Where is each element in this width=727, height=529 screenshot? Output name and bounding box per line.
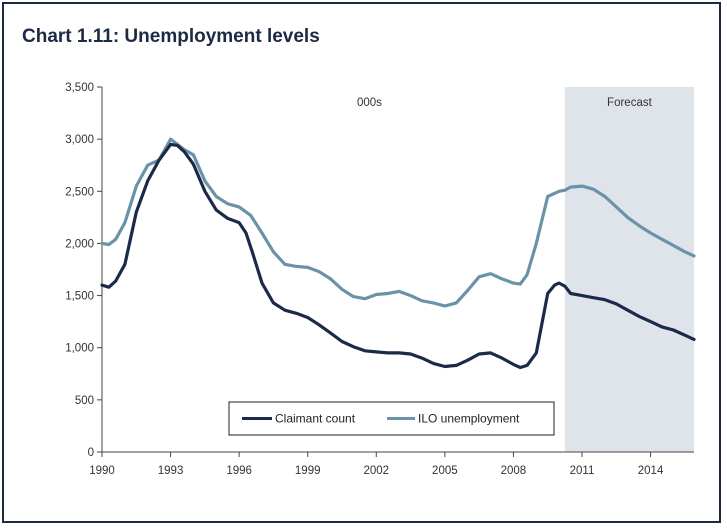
x-tick-label: 2008: [501, 465, 527, 477]
y-tick-label: 1,000: [65, 343, 94, 355]
series-lines: [100, 137, 696, 370]
y-tick-label: 1,500: [65, 291, 94, 303]
x-tick-label: 2005: [432, 465, 458, 477]
series-line-claimant: [100, 142, 696, 370]
forecast-region: [564, 87, 694, 452]
legend-label-ilo: ILO unemployment: [418, 412, 520, 426]
x-tick-label: 2002: [363, 465, 389, 477]
x-tick-label: 2011: [570, 465, 595, 477]
x-tick-label: 2014: [638, 465, 664, 477]
y-tick-label: 0: [88, 447, 94, 459]
chart-title: Chart 1.11: Unemployment levels: [22, 26, 320, 47]
y-tick-label: 500: [75, 395, 94, 407]
x-tick-label: 1993: [158, 465, 184, 477]
unit-note: 000s: [357, 97, 382, 109]
forecast-label: Forecast: [607, 97, 653, 109]
y-tick-label: 2,500: [65, 186, 94, 198]
y-tick-label: 2,000: [65, 238, 94, 250]
legend: Claimant count ILO unemployment: [228, 401, 555, 436]
x-tick-label: 1996: [226, 465, 252, 477]
x-tick-label: 1990: [89, 465, 115, 477]
series-line-ilo: [100, 137, 696, 308]
y-tick-label: 3,500: [65, 82, 94, 94]
axes: 0 500 1,000 1,500 2,000 2,500 3,000 3,500 1990 19…: [65, 82, 694, 477]
legend-label-claimant: Claimant count: [275, 412, 356, 426]
x-tick-label: 1999: [295, 465, 321, 477]
y-tick-label: 3,000: [65, 134, 94, 146]
